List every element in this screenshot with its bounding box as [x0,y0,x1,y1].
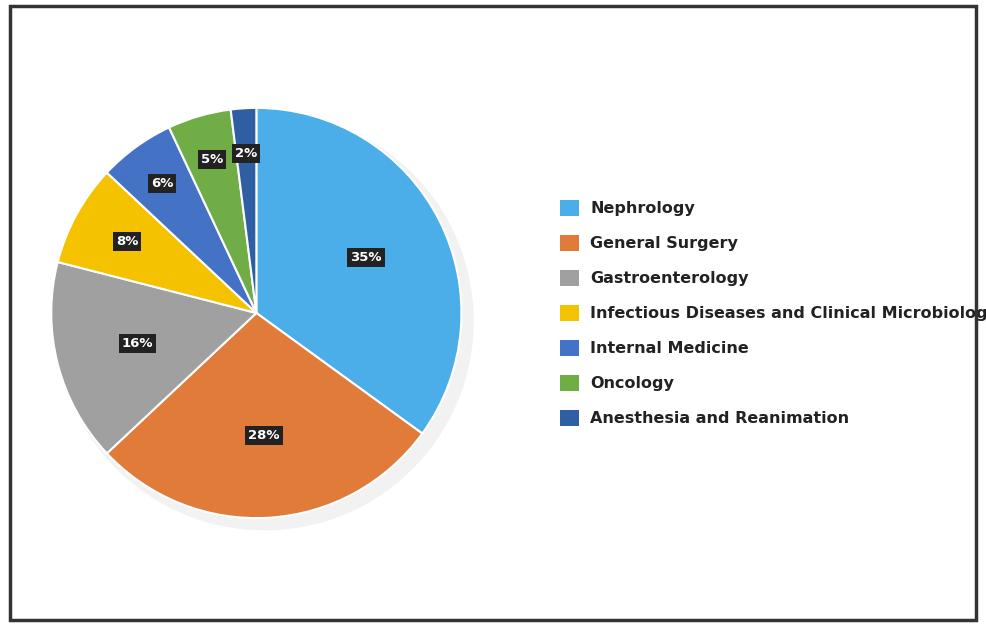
Text: 28%: 28% [248,429,280,443]
Wedge shape [256,108,461,434]
Text: 5%: 5% [200,153,223,166]
Wedge shape [106,128,256,313]
Wedge shape [51,262,256,453]
Wedge shape [55,269,264,464]
Wedge shape [239,112,264,321]
Wedge shape [231,108,256,313]
Text: 16%: 16% [121,337,153,350]
Wedge shape [58,173,256,313]
Wedge shape [62,178,264,321]
Text: 35%: 35% [350,250,382,264]
Wedge shape [106,313,422,518]
Legend: Nephrology, General Surgery, Gastroenterology, Infectious Diseases and Clinical : Nephrology, General Surgery, Gastroenter… [554,193,986,433]
Text: 8%: 8% [115,235,138,249]
Wedge shape [112,132,264,321]
Wedge shape [169,110,256,313]
Text: 2%: 2% [236,147,257,160]
Wedge shape [176,114,264,321]
Text: 6%: 6% [151,177,174,190]
Wedge shape [112,321,434,530]
Wedge shape [264,112,473,444]
